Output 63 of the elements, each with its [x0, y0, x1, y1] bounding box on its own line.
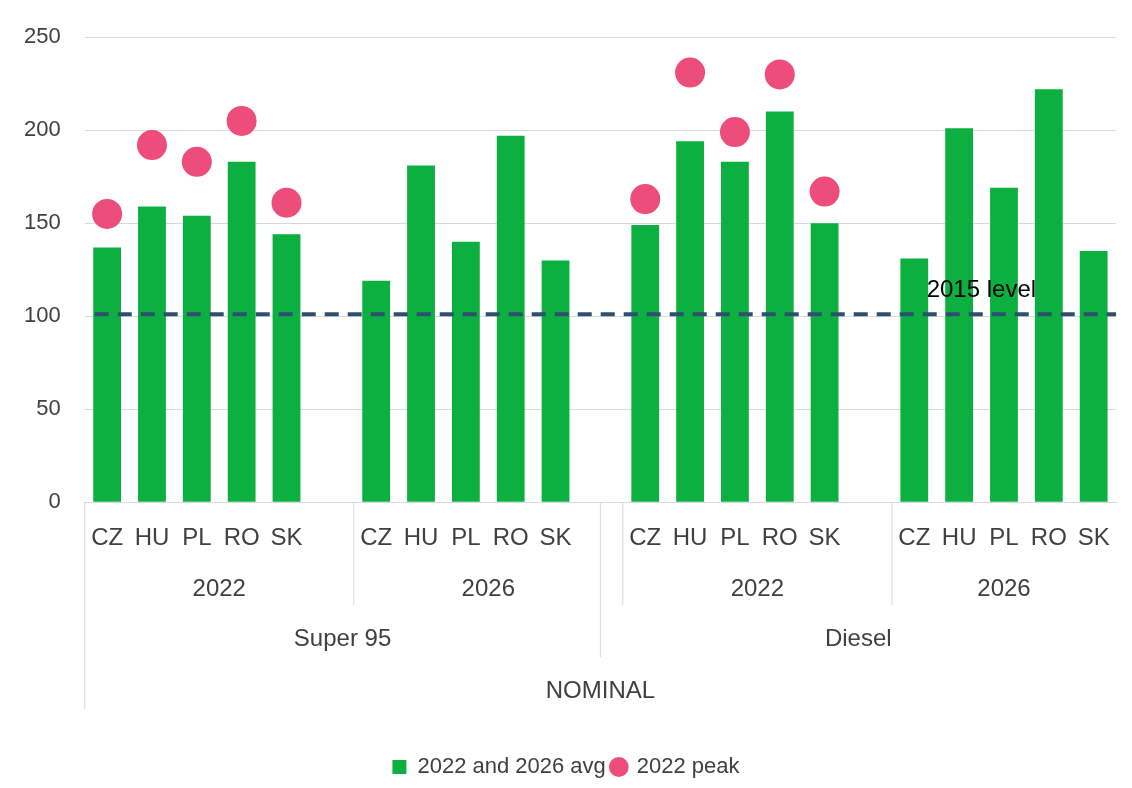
- y-tick-label: 100: [23, 302, 61, 328]
- x-tick-label: HU: [403, 523, 439, 551]
- x-tick-label: PL: [451, 523, 481, 551]
- bar: [93, 247, 122, 502]
- point: [271, 187, 302, 218]
- x-tick-label: RO: [223, 523, 260, 551]
- text: 2022: [192, 573, 246, 601]
- bar: [631, 225, 660, 502]
- bar: [676, 141, 704, 502]
- bar: [1034, 89, 1063, 502]
- x-tick-label: PL: [720, 523, 750, 551]
- bar: [362, 280, 391, 502]
- text: 2026: [461, 573, 515, 601]
- point: [226, 105, 257, 136]
- text: NOMINAL: [545, 675, 656, 703]
- x-tick-label: SK: [539, 523, 572, 551]
- point: [809, 176, 840, 207]
- x-tick-label: CZ: [91, 523, 124, 551]
- x-tick-label: CZ: [898, 523, 931, 551]
- bar: [900, 258, 929, 502]
- x-tick-label: PL: [989, 523, 1019, 551]
- bar: [765, 111, 794, 502]
- point: [181, 146, 212, 177]
- bar: [138, 206, 166, 502]
- x-tick-label: HU: [941, 523, 977, 551]
- y-tick-label: 200: [23, 116, 61, 142]
- point: [675, 57, 706, 88]
- bar: [182, 215, 211, 502]
- legend-label: 2022 and 2026 avg: [417, 753, 606, 779]
- text: 2026: [977, 573, 1031, 601]
- y-tick-label: 150: [23, 209, 61, 235]
- x-tick-label: SK: [270, 523, 303, 551]
- point: [136, 130, 167, 161]
- bar: [496, 135, 525, 502]
- x-tick-label: PL: [182, 523, 212, 551]
- point: [764, 59, 795, 90]
- x-tick-label: SK: [1077, 523, 1110, 551]
- bar: [451, 241, 480, 502]
- x-tick-label: CZ: [629, 523, 662, 551]
- x-tick-label: CZ: [360, 523, 393, 551]
- point: [719, 117, 750, 148]
- text: Super 95: [293, 623, 392, 651]
- bar: [541, 260, 570, 502]
- bar: [407, 165, 435, 502]
- point: [630, 184, 661, 215]
- y-tick-label: 0: [48, 488, 61, 514]
- x-tick-label: HU: [134, 523, 170, 551]
- x-tick-label: RO: [492, 523, 529, 551]
- legend-label: 2022 peak: [636, 753, 741, 779]
- x-tick-label: SK: [808, 523, 841, 551]
- text: 2022: [730, 573, 785, 601]
- x-tick-label: HU: [672, 523, 708, 551]
- y-tick-label: 250: [23, 23, 61, 49]
- point: [92, 198, 123, 229]
- x-tick-label: RO: [761, 523, 798, 551]
- text: Diesel: [824, 623, 892, 651]
- bar: [721, 161, 749, 502]
- x-tick-label: RO: [1030, 523, 1067, 551]
- bar: [1079, 251, 1108, 502]
- bar: [272, 234, 301, 502]
- bar: [810, 223, 839, 502]
- bar: [227, 161, 256, 502]
- y-tick-label: 50: [36, 395, 61, 421]
